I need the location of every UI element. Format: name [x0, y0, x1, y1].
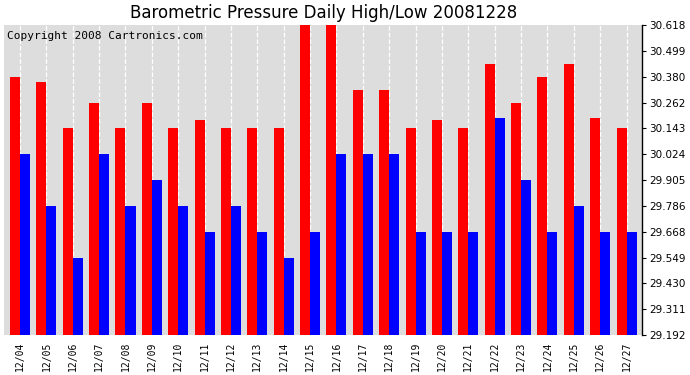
- Bar: [63, 128, 72, 335]
- Bar: [432, 120, 442, 335]
- Bar: [406, 128, 415, 335]
- Bar: [168, 128, 178, 335]
- Bar: [152, 180, 162, 335]
- Title: Barometric Pressure Daily High/Low 20081228: Barometric Pressure Daily High/Low 20081…: [130, 4, 517, 22]
- Bar: [521, 180, 531, 335]
- Bar: [627, 232, 637, 335]
- Bar: [300, 25, 310, 335]
- Bar: [195, 120, 205, 335]
- Bar: [142, 102, 152, 335]
- Bar: [37, 82, 46, 335]
- Bar: [511, 102, 521, 335]
- Bar: [458, 128, 469, 335]
- Bar: [221, 128, 231, 335]
- Bar: [564, 64, 574, 335]
- Bar: [10, 77, 20, 335]
- Bar: [247, 128, 257, 335]
- Bar: [257, 232, 267, 335]
- Bar: [89, 102, 99, 335]
- Bar: [115, 128, 126, 335]
- Bar: [205, 232, 215, 335]
- Bar: [326, 25, 337, 335]
- Bar: [353, 90, 363, 335]
- Bar: [380, 90, 389, 335]
- Bar: [284, 258, 294, 335]
- Bar: [178, 206, 188, 335]
- Bar: [590, 118, 600, 335]
- Bar: [231, 206, 241, 335]
- Bar: [337, 154, 346, 335]
- Bar: [484, 64, 495, 335]
- Bar: [442, 232, 452, 335]
- Bar: [415, 232, 426, 335]
- Bar: [126, 206, 135, 335]
- Bar: [72, 258, 83, 335]
- Bar: [617, 128, 627, 335]
- Bar: [600, 232, 610, 335]
- Bar: [46, 206, 57, 335]
- Text: Copyright 2008 Cartronics.com: Copyright 2008 Cartronics.com: [8, 32, 203, 41]
- Bar: [363, 154, 373, 335]
- Bar: [20, 154, 30, 335]
- Bar: [469, 232, 478, 335]
- Bar: [99, 154, 109, 335]
- Bar: [574, 206, 584, 335]
- Bar: [274, 128, 284, 335]
- Bar: [389, 154, 400, 335]
- Bar: [495, 118, 504, 335]
- Bar: [547, 232, 558, 335]
- Bar: [538, 77, 547, 335]
- Bar: [310, 232, 320, 335]
